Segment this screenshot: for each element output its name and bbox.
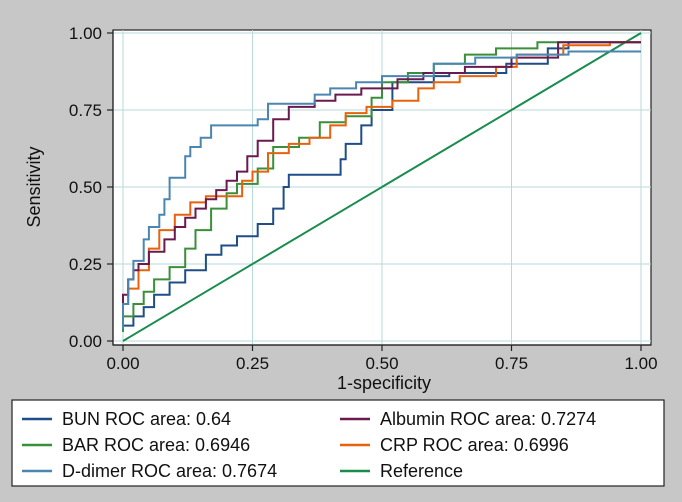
legend-label-d-dimer: D-dimer ROC area: 0.7674 xyxy=(62,461,277,481)
series-line-reference xyxy=(122,32,642,342)
series-line-d-dimer xyxy=(122,50,641,329)
legend-label-reference: Reference xyxy=(380,461,463,481)
legend-label-albumin: Albumin ROC area: 0.7274 xyxy=(380,409,596,429)
y-axis-title: Sensitivity xyxy=(24,146,44,227)
x-axis-title: 1-specificity xyxy=(337,373,431,393)
legend-label-bun: BUN ROC area: 0.64 xyxy=(62,409,231,429)
x-tick-label: 0.00 xyxy=(106,354,139,373)
y-ticks: 0.00 0.25 0.50 0.75 1.00 xyxy=(69,24,113,351)
x-tick-label: 0.25 xyxy=(236,354,269,373)
series-line-bun xyxy=(122,41,641,332)
legend-label-crp: CRP ROC area: 0.6996 xyxy=(380,435,569,455)
x-ticks: 0.00 0.25 0.50 0.75 1.00 xyxy=(106,345,658,373)
x-tick-label: 1.00 xyxy=(624,354,657,373)
x-tick-label: 0.75 xyxy=(495,354,528,373)
y-tick-label: 0.75 xyxy=(69,101,102,120)
x-tick-label: 0.50 xyxy=(365,354,398,373)
series-lines xyxy=(122,32,642,342)
legend-box xyxy=(11,399,665,487)
series-line-crp xyxy=(122,41,641,317)
legend-label-bar: BAR ROC area: 0.6946 xyxy=(62,435,250,455)
legend: BUN ROC area: 0.64 Albumin ROC area: 0.72… xyxy=(22,409,596,481)
y-tick-label: 1.00 xyxy=(69,24,102,43)
y-tick-label: 0.25 xyxy=(69,255,102,274)
y-tick-label: 0.50 xyxy=(69,178,102,197)
y-tick-label: 0.00 xyxy=(69,332,102,351)
